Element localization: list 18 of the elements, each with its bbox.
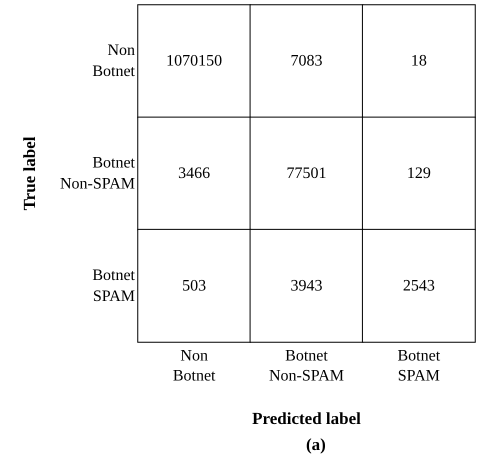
data-label: 1070150 xyxy=(166,52,222,70)
data-label: 3466 xyxy=(178,165,210,182)
data-label: 18 xyxy=(410,52,427,70)
x-tick-label: Botnet Non-SPAM xyxy=(269,348,344,384)
x-tick-label: Botnet SPAM xyxy=(397,348,441,384)
text: (a) xyxy=(306,435,326,454)
x-tick-label: Non Botnet xyxy=(172,348,216,384)
y-axis-title: True label xyxy=(20,136,39,210)
y-tick-label: Botnet Non-SPAM xyxy=(60,154,136,192)
x-axis-title: Predicted label xyxy=(252,409,362,428)
y-tick-label: Botnet SPAM xyxy=(92,266,136,305)
y-tick-label: Non Botnet xyxy=(92,42,136,80)
data-label: 2543 xyxy=(402,277,435,294)
data-label: 7083 xyxy=(290,52,322,70)
data-label: 503 xyxy=(182,277,206,294)
data-label: 3943 xyxy=(290,277,322,294)
data-label: 77501 xyxy=(286,165,326,182)
data-label: 129 xyxy=(406,165,431,182)
